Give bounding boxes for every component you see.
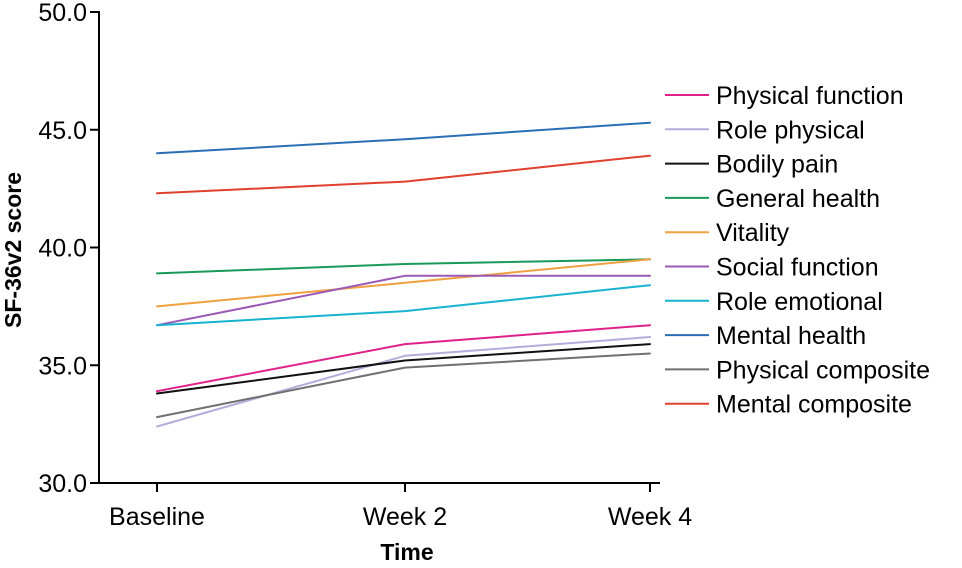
legend-label-physical-composite: Physical composite bbox=[716, 356, 930, 384]
series-line-vitality bbox=[156, 258, 651, 308]
x-axis-title: Time bbox=[380, 539, 433, 563]
series-line-general-health bbox=[156, 258, 651, 275]
series-line-role-emotional bbox=[156, 284, 651, 327]
series-line-mental-health bbox=[156, 121, 651, 155]
legend-label-mental-health: Mental health bbox=[716, 322, 866, 350]
legend-label-mental-composite: Mental composite bbox=[716, 391, 912, 419]
series-lines bbox=[156, 121, 651, 428]
series-line-role-physical bbox=[156, 336, 651, 428]
legend-label-bodily-pain: Bodily pain bbox=[716, 151, 838, 179]
y-tick-label: 35.0 bbox=[38, 352, 87, 380]
legend-label-role-physical: Role physical bbox=[716, 116, 865, 144]
series-line-mental-composite bbox=[156, 154, 651, 195]
y-tick-label: 30.0 bbox=[38, 470, 87, 498]
legend-label-social-function: Social function bbox=[716, 254, 879, 282]
y-tick-label: 45.0 bbox=[38, 117, 87, 145]
legend-label-physical-function: Physical function bbox=[716, 82, 904, 110]
x-tick-label: Baseline bbox=[109, 503, 205, 531]
series-line-physical-composite bbox=[156, 352, 651, 419]
legend: Physical function Role physical Bodily pai… bbox=[665, 82, 930, 419]
y-axis-title: SF-36v2 score bbox=[0, 172, 26, 328]
legend-label-general-health: General health bbox=[716, 185, 880, 213]
legend-label-role-emotional: Role emotional bbox=[716, 288, 883, 316]
series-line-social-function bbox=[156, 274, 651, 327]
series-line-physical-function bbox=[156, 324, 651, 393]
x-tick-label: Week 2 bbox=[363, 503, 447, 531]
axes: 30.0 35.0 40.0 45.0 50.0 Baseline Week 2 Week 4 bbox=[38, 0, 692, 531]
legend-label-vitality: Vitality bbox=[716, 219, 790, 247]
y-tick-label: 50.0 bbox=[38, 0, 87, 27]
y-tick-label: 40.0 bbox=[38, 235, 87, 263]
x-tick-label: Week 4 bbox=[608, 503, 692, 531]
series-line-bodily-pain bbox=[156, 343, 651, 395]
